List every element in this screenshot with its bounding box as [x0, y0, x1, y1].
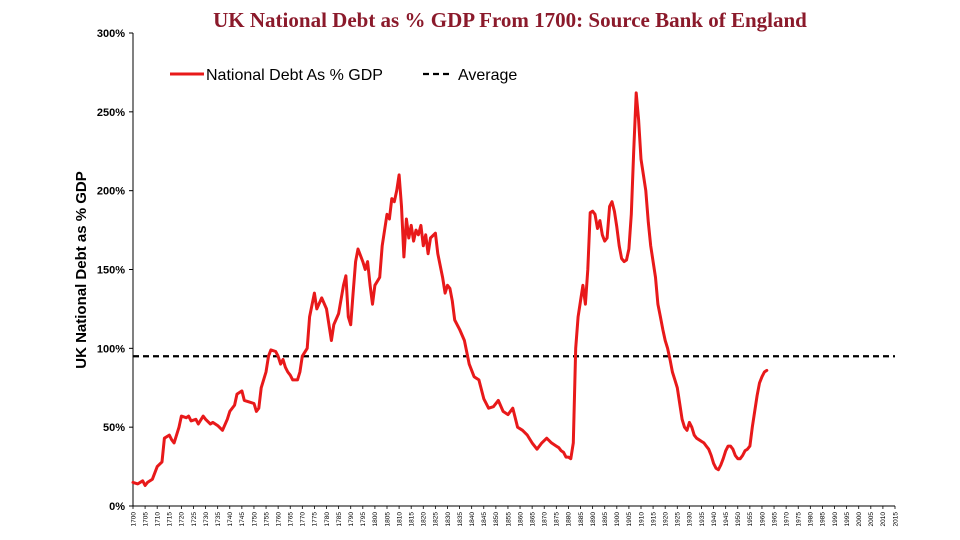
x-tick-label: 1970 [783, 512, 790, 527]
x-tick-label: 1790 [348, 512, 355, 527]
x-tick-label: 1890 [590, 512, 597, 527]
x-tick-label: 1750 [251, 512, 258, 527]
x-tick-label: 1875 [554, 512, 561, 527]
x-tick-label: 1830 [445, 512, 452, 527]
x-tick-label: 1945 [723, 512, 730, 527]
x-tick-label: 1905 [626, 512, 633, 527]
y-ticks: 0% 50% 100% 150% 200% 250% 300% [97, 28, 133, 513]
x-tick-label: 1900 [614, 512, 621, 527]
x-tick-label: 1855 [505, 512, 512, 527]
series-layer [131, 91, 895, 487]
x-tick-label: 1760 [275, 512, 282, 527]
x-tick-label: 1950 [735, 512, 742, 527]
y-tick-label: 0% [109, 501, 125, 513]
chart-title: UK National Debt as % GDP From 1700: Sou… [213, 8, 807, 32]
legend-label-average: Average [458, 67, 517, 84]
y-tick-label: 300% [97, 28, 125, 40]
x-tick-label: 1980 [808, 512, 815, 527]
x-tick-label: 1925 [675, 512, 682, 527]
x-tick-label: 1815 [408, 512, 415, 527]
x-tick-label: 1710 [154, 512, 161, 527]
y-tick-label: 200% [97, 186, 125, 198]
x-tick-label: 2000 [856, 512, 863, 527]
y-tick-label: 250% [97, 107, 125, 119]
x-tick-label: 2005 [868, 512, 875, 527]
x-tick-label: 1985 [820, 512, 827, 527]
y-tick-label: 50% [103, 422, 125, 434]
x-tick-label: 1730 [203, 512, 210, 527]
x-tick-label: 1735 [215, 512, 222, 527]
x-tick-label: 1975 [796, 512, 803, 527]
x-tick-label: 1840 [469, 512, 476, 527]
x-tick-label: 1810 [396, 512, 403, 527]
x-tick-label: 1885 [578, 512, 585, 527]
x-ticks: 1700 1705 1710 1715 1720 1725 1730 1735 1740 1745… [130, 506, 899, 526]
x-tick-label: 1720 [179, 512, 186, 527]
x-tick-label: 1700 [130, 512, 137, 527]
x-tick-label: 1935 [699, 512, 706, 527]
x-tick-label: 1740 [227, 512, 234, 527]
x-tick-label: 1895 [602, 512, 609, 527]
y-axis-label: UK National Debt as % GDP [73, 171, 90, 369]
x-tick-label: 1845 [481, 512, 488, 527]
x-tick-label: 1805 [384, 512, 391, 527]
y-tick-label: 100% [97, 343, 125, 355]
x-tick-label: 1865 [529, 512, 536, 527]
x-tick-label: 1995 [844, 512, 851, 527]
x-tick-label: 1860 [517, 512, 524, 527]
legend: National Debt As % GDP Average [170, 67, 517, 84]
x-tick-label: 1850 [493, 512, 500, 527]
x-tick-label: 1880 [566, 512, 573, 527]
x-tick-label: 1960 [759, 512, 766, 527]
axes [132, 33, 895, 507]
x-tick-label: 1715 [167, 512, 174, 527]
x-tick-label: 1920 [662, 512, 669, 527]
x-tick-label: 1705 [142, 512, 149, 527]
x-tick-label: 1765 [288, 512, 295, 527]
x-tick-label: 1990 [832, 512, 839, 527]
x-tick-label: 1820 [421, 512, 428, 527]
x-tick-label: 1870 [542, 512, 549, 527]
x-tick-label: 1785 [336, 512, 343, 527]
x-tick-label: 1755 [263, 512, 270, 527]
x-tick-label: 2015 [892, 512, 899, 527]
legend-label-debt: National Debt As % GDP [206, 67, 383, 84]
x-tick-label: 2010 [880, 512, 887, 527]
x-tick-label: 1795 [360, 512, 367, 527]
x-tick-label: 1775 [312, 512, 319, 527]
series-line-national-debt [131, 91, 769, 487]
x-tick-label: 1745 [239, 512, 246, 527]
x-tick-label: 1955 [747, 512, 754, 527]
x-tick-label: 1930 [687, 512, 694, 527]
x-tick-label: 1835 [457, 512, 464, 527]
x-tick-label: 1910 [638, 512, 645, 527]
x-tick-label: 1825 [433, 512, 440, 527]
y-tick-label: 150% [97, 265, 125, 277]
x-tick-label: 1770 [300, 512, 307, 527]
x-tick-label: 1915 [650, 512, 657, 527]
x-tick-label: 1725 [191, 512, 198, 527]
x-tick-label: 1780 [324, 512, 331, 527]
x-tick-label: 1965 [771, 512, 778, 527]
x-tick-label: 1800 [372, 512, 379, 527]
x-tick-label: 1940 [711, 512, 718, 527]
